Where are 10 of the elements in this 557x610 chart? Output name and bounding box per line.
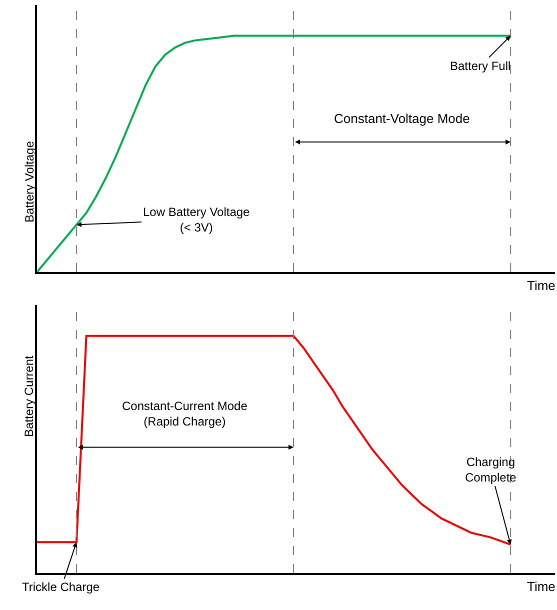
annotation: Charging Complete — [465, 455, 517, 485]
y-axis-title: Battery Voltage — [22, 140, 36, 222]
y-axis-title: Battery Current — [22, 354, 36, 437]
annotation: Constant-Current Mode (Rapid Charge) — [122, 399, 248, 429]
annotation: Battery Full — [450, 59, 511, 73]
annotation: Constant-Voltage Mode — [334, 111, 470, 126]
x-axis-title: Time — [527, 579, 556, 594]
annotation: Low Battery Voltage (< 3V) — [143, 205, 250, 235]
x-axis-title: Time — [527, 278, 556, 293]
text: Trickle Charge — [22, 580, 100, 594]
